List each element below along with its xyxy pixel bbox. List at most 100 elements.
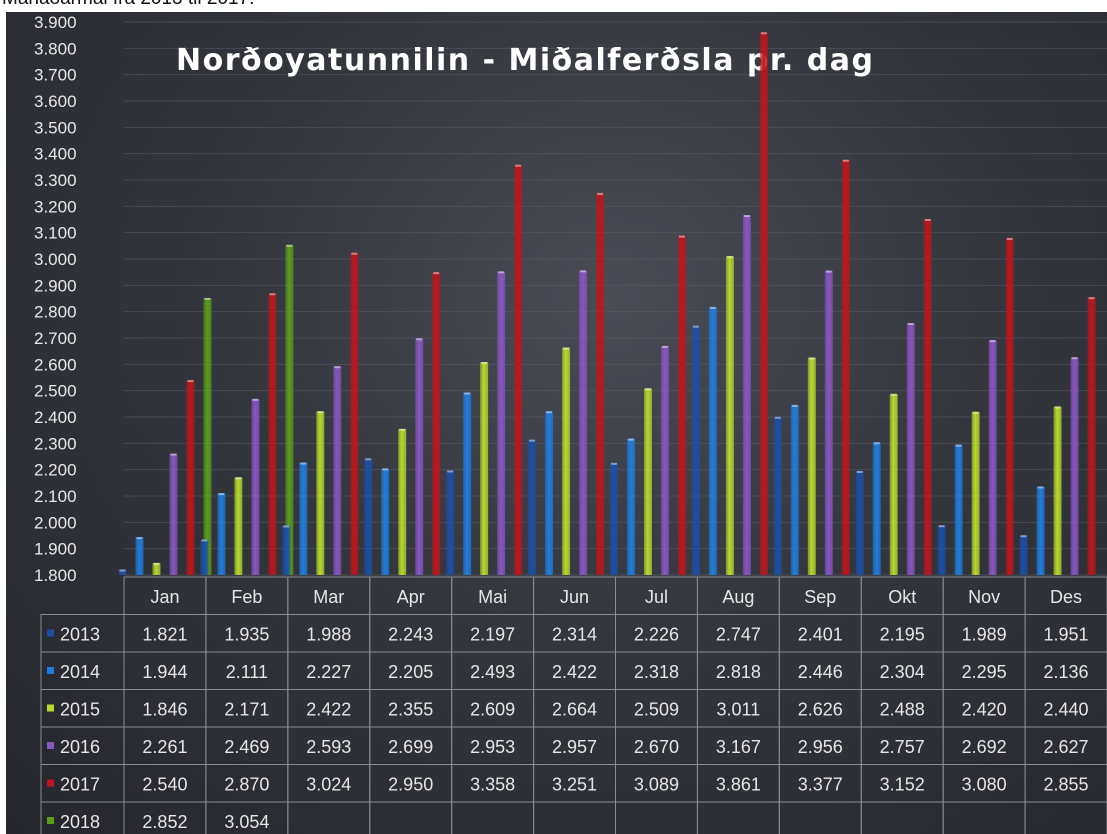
y-tick-label: 2.600 <box>34 355 77 374</box>
bar-highlight <box>300 462 307 465</box>
legend-swatch <box>47 704 54 712</box>
bar <box>1005 237 1014 575</box>
data-label: 2.747 <box>716 625 761 645</box>
legend-label: 2014 <box>60 662 100 682</box>
table-cell <box>451 801 535 834</box>
bar-highlight <box>907 322 914 325</box>
data-label: 2.609 <box>470 700 515 720</box>
bar-highlight <box>1088 297 1095 300</box>
y-tick-label: 3.300 <box>34 171 77 190</box>
bar <box>398 428 407 575</box>
bar-highlight <box>726 256 733 259</box>
bar-highlight <box>791 404 798 407</box>
data-label: 1.988 <box>306 625 351 645</box>
bar <box>169 453 178 575</box>
bar <box>660 345 669 575</box>
table-cell <box>615 801 698 834</box>
data-label: 2.818 <box>716 662 761 682</box>
bar <box>1070 357 1079 575</box>
y-tick-label: 2.400 <box>34 408 77 427</box>
bar <box>906 322 915 575</box>
data-label: 3.377 <box>798 775 843 795</box>
bar-highlight <box>661 345 668 348</box>
data-label: 2.401 <box>798 625 843 645</box>
data-label: 2.205 <box>388 662 433 682</box>
data-label: 2.540 <box>142 775 187 795</box>
legend-swatch <box>47 817 54 824</box>
data-label: 2.469 <box>224 737 269 757</box>
category-label: Jul <box>645 587 668 607</box>
chart-panel: 1.800 1.900 2.000 2.100 2.200 2.300 2.400 2.500… <box>6 12 1107 834</box>
bar <box>282 525 291 575</box>
bar <box>514 164 523 575</box>
data-label: 2.420 <box>962 700 1007 720</box>
bar-highlight <box>890 393 897 396</box>
bar <box>299 462 308 575</box>
table-cell <box>533 801 616 834</box>
data-table: Jan Feb Mar Apr Mai Jun Jul Aug Sep Okt Nov Des 2013… <box>40 576 1107 834</box>
category-label: Sep <box>804 587 836 607</box>
legend-label: 2013 <box>60 625 100 645</box>
bar-highlight <box>692 325 699 328</box>
bar-highlight <box>1071 357 1078 360</box>
bar <box>251 398 260 575</box>
bar <box>152 562 161 575</box>
bar <box>824 270 833 575</box>
data-label: 2.197 <box>470 625 515 645</box>
chart-title: Norðoyatunnilin - Miðalferðsla pr. dag <box>176 43 874 78</box>
data-label: 3.080 <box>962 775 1007 795</box>
bar <box>790 404 799 575</box>
y-tick-label: 1.900 <box>34 540 77 559</box>
data-label: 2.664 <box>552 700 597 720</box>
bars <box>118 32 1096 576</box>
data-label: 1.935 <box>224 625 269 645</box>
data-label: 2.195 <box>880 625 925 645</box>
bar <box>432 272 441 575</box>
bar-highlight <box>856 470 863 473</box>
bar-highlight <box>644 388 651 391</box>
data-label: 2.692 <box>962 737 1007 757</box>
bar-highlight <box>252 398 259 401</box>
data-label: 2.261 <box>142 737 187 757</box>
category-label: Feb <box>231 587 262 607</box>
bar-highlight <box>187 380 194 383</box>
bar-highlight <box>774 416 781 419</box>
bar-highlight <box>382 468 389 471</box>
bar <box>677 235 686 575</box>
bar <box>316 411 325 575</box>
data-label: 2.950 <box>388 775 433 795</box>
bar-highlight <box>153 562 160 565</box>
y-tick-label: 2.800 <box>34 303 77 322</box>
bar <box>841 159 850 575</box>
bar-highlight <box>269 293 276 296</box>
bar-highlight <box>464 392 471 395</box>
y-tick-label: 2.500 <box>34 382 77 401</box>
y-tick-label: 3.200 <box>34 197 77 216</box>
bar <box>562 347 571 575</box>
category-label: Des <box>1050 587 1082 607</box>
bar-highlight <box>283 525 290 528</box>
bar <box>1036 486 1045 575</box>
bar <box>446 470 455 575</box>
data-label: 2.593 <box>306 737 351 757</box>
table-cell <box>287 801 371 834</box>
bar <box>381 468 390 575</box>
bar-highlight <box>1006 237 1013 240</box>
y-tick-label: 3.100 <box>34 224 77 243</box>
bar-highlight <box>597 192 604 195</box>
y-tick-label: 2.000 <box>34 513 77 532</box>
data-label: 2.627 <box>1044 737 1089 757</box>
data-label: 2.440 <box>1044 700 1089 720</box>
data-label: 2.757 <box>880 737 925 757</box>
legend-swatch <box>47 629 54 637</box>
category-label: Okt <box>888 587 916 607</box>
bar <box>759 32 768 575</box>
data-label: 3.251 <box>552 775 597 795</box>
bar <box>1019 535 1028 575</box>
bar-highlight <box>610 462 617 465</box>
table-cell <box>696 801 780 834</box>
y-tick-label: 3.400 <box>34 145 77 164</box>
bar <box>480 361 489 575</box>
data-label: 2.226 <box>634 625 679 645</box>
data-label: 3.861 <box>716 775 761 795</box>
